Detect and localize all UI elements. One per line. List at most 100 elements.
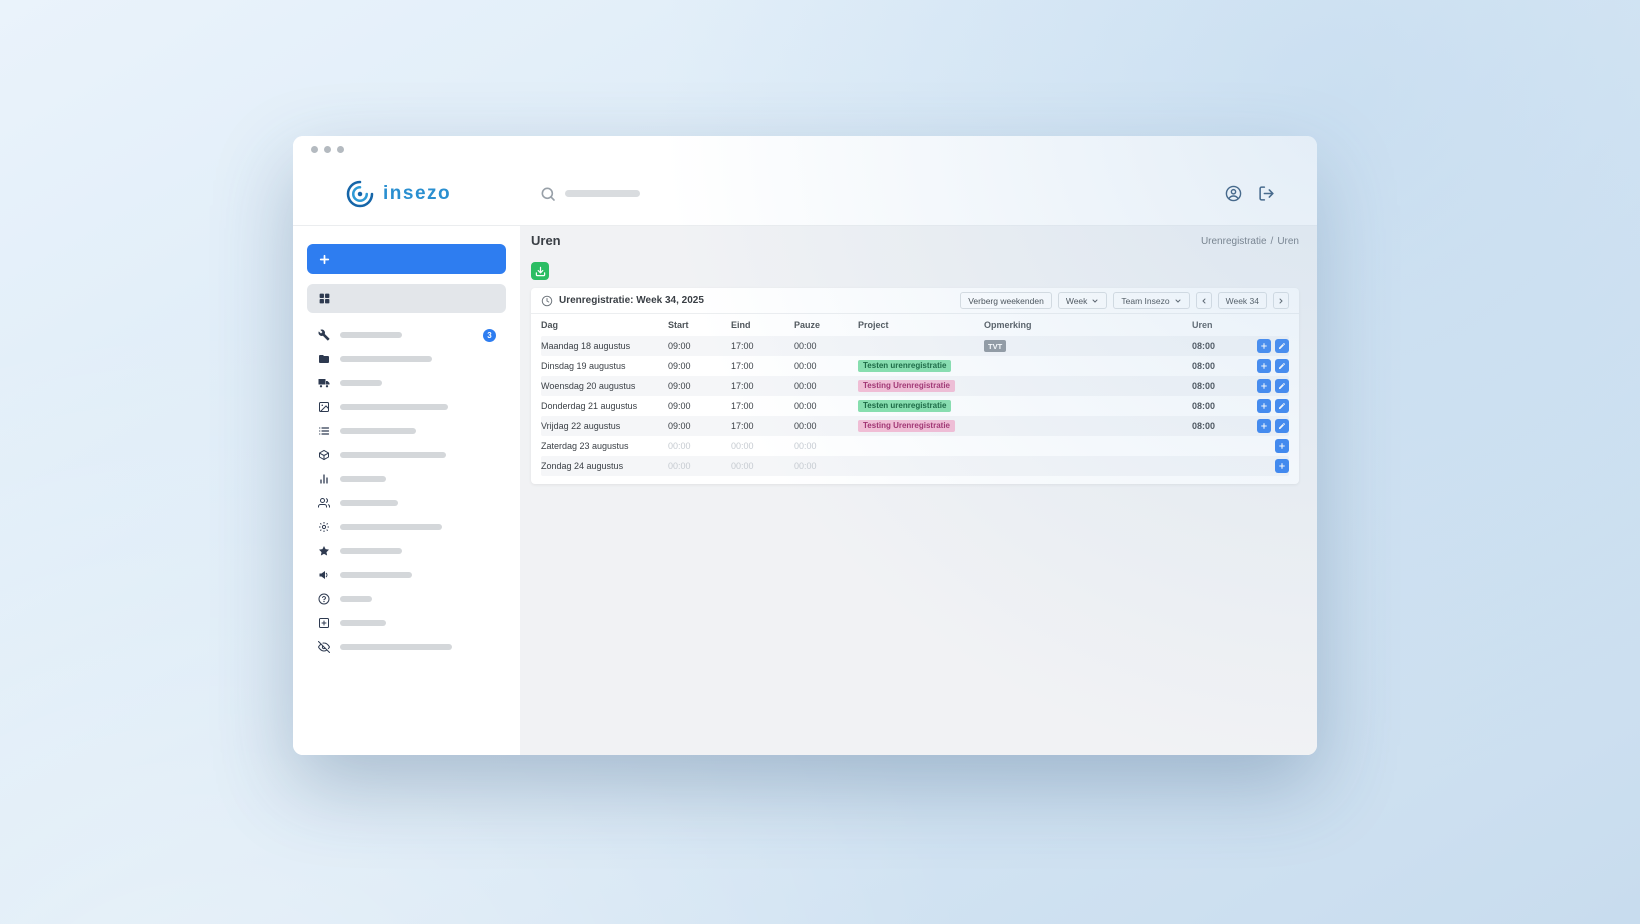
period-select[interactable]: Week — [1057, 292, 1108, 309]
sidebar-item[interactable] — [307, 611, 506, 635]
cell-start: 09:00 — [668, 401, 691, 411]
sidebar-item-label-skeleton — [340, 428, 416, 434]
sidebar-item[interactable] — [307, 395, 506, 419]
sidebar-item-label-skeleton — [340, 476, 386, 482]
sidebar-add-button[interactable] — [307, 244, 506, 274]
window-control-dot[interactable] — [324, 145, 331, 153]
breadcrumb-link[interactable]: Urenregistratie — [1200, 236, 1267, 247]
cell-dag: Maandag 18 augustus — [541, 341, 631, 351]
cell-start: 09:00 — [668, 381, 691, 391]
gear-icon — [318, 521, 330, 533]
cell-dag: Zondag 24 augustus — [541, 461, 624, 471]
cell-uren: 08:00 — [1192, 381, 1216, 391]
cell-eind: 17:00 — [731, 421, 754, 431]
window-control-dot[interactable] — [337, 145, 344, 153]
project-badge: Testing Urenregistratie — [858, 379, 955, 393]
sidebar-item[interactable] — [307, 371, 506, 395]
megaphone-icon — [318, 569, 330, 581]
chevron-left-icon — [1200, 297, 1208, 305]
sidebar-item-label-skeleton — [340, 644, 452, 650]
cell-uren: 08:00 — [1192, 341, 1216, 351]
search-placeholder-skeleton — [565, 190, 640, 197]
add-entry-button[interactable] — [1257, 359, 1271, 373]
add-entry-button[interactable] — [1257, 379, 1271, 393]
team-select-value: Team Insezo — [1121, 295, 1170, 306]
sidebar-item[interactable]: 3 — [307, 323, 506, 347]
app-window: insezo — [293, 136, 1317, 755]
column-header: Pauze — [794, 320, 821, 330]
app-body: 3 Uren Urenregistratie / Uren — [293, 226, 1317, 755]
project-badge: Testen urenregistratie — [858, 399, 952, 413]
cell-eind: 17:00 — [731, 401, 754, 411]
app-header: insezo — [293, 162, 1317, 226]
add-entry-button[interactable] — [1275, 439, 1289, 453]
main-content: Uren Urenregistratie / Uren Urenregistra… — [520, 226, 1317, 755]
sidebar-item-label-skeleton — [340, 452, 446, 458]
chevron-right-icon — [1277, 297, 1285, 305]
logout-button[interactable] — [1258, 185, 1275, 202]
table-header-row: Dag Start Eind Pauze Project Opmerking Uren — [541, 314, 1289, 336]
sidebar-item[interactable] — [307, 587, 506, 611]
cell-project: Testing Urenregistratie — [858, 419, 984, 433]
prev-week-button[interactable] — [1195, 292, 1212, 309]
cell-project: Testen urenregistratie — [858, 399, 984, 413]
current-week-button[interactable]: Week 34 — [1217, 292, 1267, 309]
sidebar-item[interactable] — [307, 539, 506, 563]
table-row: Zaterdag 23 augustus 00:00 00:00 00:00 — [541, 436, 1289, 456]
sidebar: 3 — [293, 226, 520, 755]
edit-entry-button[interactable] — [1275, 419, 1289, 433]
cell-dag: Vrijdag 22 augustus — [541, 421, 621, 431]
sidebar-item[interactable] — [307, 515, 506, 539]
sidebar-item[interactable] — [307, 443, 506, 467]
search-bar[interactable] — [540, 186, 640, 202]
sidebar-item-dashboard[interactable] — [307, 284, 506, 313]
users-icon — [318, 497, 330, 509]
card-title: Urenregistratie: Week 34, 2025 — [559, 295, 704, 306]
next-week-button[interactable] — [1273, 292, 1289, 309]
cell-dag: Zaterdag 23 augustus — [541, 441, 629, 451]
window-titlebar — [293, 136, 1317, 162]
logo[interactable]: insezo — [345, 179, 451, 209]
sidebar-item[interactable] — [307, 491, 506, 515]
sidebar-item[interactable] — [307, 419, 506, 443]
column-header: Eind — [731, 320, 751, 330]
card-header: Urenregistratie: Week 34, 2025 Verberg w… — [531, 288, 1299, 314]
cell-uren: 08:00 — [1192, 421, 1216, 431]
plus-square-icon — [318, 617, 330, 629]
edit-entry-button[interactable] — [1275, 359, 1289, 373]
cell-project: Testen urenregistratie — [858, 359, 984, 373]
add-entry-button[interactable] — [1257, 339, 1271, 353]
sidebar-item[interactable] — [307, 635, 506, 659]
add-entry-button[interactable] — [1257, 399, 1271, 413]
column-header: Project — [858, 320, 889, 330]
cell-actions — [1248, 339, 1289, 353]
download-icon — [535, 266, 546, 277]
edit-entry-button[interactable] — [1275, 339, 1289, 353]
window-control-dot[interactable] — [311, 145, 318, 153]
sidebar-item[interactable] — [307, 563, 506, 587]
cell-pauze: 00:00 — [794, 401, 817, 411]
edit-entry-button[interactable] — [1275, 399, 1289, 413]
eye-off-icon — [318, 641, 330, 653]
sidebar-item-label-skeleton — [340, 404, 448, 410]
cell-project: Testing Urenregistratie — [858, 379, 984, 393]
add-entry-button[interactable] — [1275, 459, 1289, 473]
box-icon — [318, 449, 330, 461]
sidebar-item[interactable] — [307, 347, 506, 371]
truck-icon — [318, 377, 330, 389]
cell-pauze: 00:00 — [794, 461, 817, 471]
cell-dag: Donderdag 21 augustus — [541, 401, 638, 411]
download-button[interactable] — [531, 262, 549, 280]
sidebar-item[interactable] — [307, 467, 506, 491]
edit-entry-button[interactable] — [1275, 379, 1289, 393]
cell-pauze: 00:00 — [794, 361, 817, 371]
account-button[interactable] — [1225, 185, 1242, 202]
project-badge: Testen urenregistratie — [858, 359, 952, 373]
sidebar-item-label-skeleton — [340, 500, 398, 506]
table-row: Maandag 18 augustus 09:00 17:00 00:00 TVT 08:… — [541, 336, 1289, 356]
add-entry-button[interactable] — [1257, 419, 1271, 433]
search-icon — [540, 186, 556, 202]
team-select[interactable]: Team Insezo — [1113, 292, 1190, 309]
hide-weekends-button[interactable]: Verberg weekenden — [960, 292, 1052, 309]
column-header: Opmerking — [984, 320, 1032, 330]
